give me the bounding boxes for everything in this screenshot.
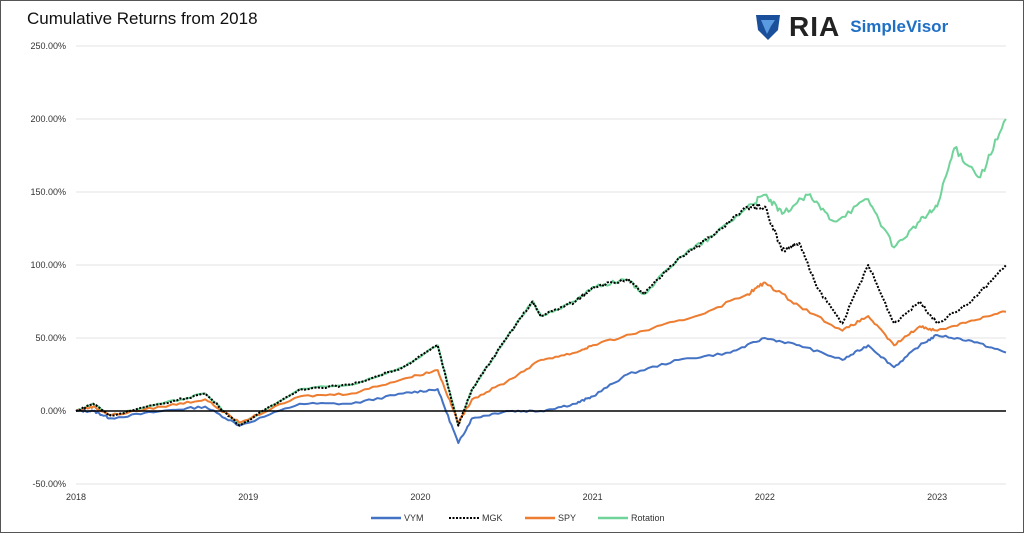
y-tick-label: 250.00% [30, 41, 66, 51]
series-line-mgk [75, 202, 1007, 427]
y-tick-label: 0.00% [40, 406, 66, 416]
y-tick-label: 100.00% [30, 260, 66, 270]
x-tick-label: 2020 [410, 492, 430, 502]
x-tick-label: 2021 [583, 492, 603, 502]
logo-simplevisor: SimpleVisor [850, 17, 949, 36]
legend-label-vym: VYM [404, 513, 424, 523]
y-tick-label: 200.00% [30, 114, 66, 124]
series-line-vym [75, 334, 1007, 445]
x-tick-label: 2018 [66, 492, 86, 502]
y-tick-label: 50.00% [35, 333, 66, 343]
x-tick-label: 2023 [927, 492, 947, 502]
legend-label-spy: SPY [558, 513, 576, 523]
eagle-shield-icon [756, 15, 780, 40]
legend-label-mgk: MGK [482, 513, 503, 523]
series-line-rotation [75, 118, 1007, 427]
ria-simplevisor-logo: RIA SimpleVisor [753, 11, 948, 43]
logo-ria: RIA [789, 11, 841, 42]
chart-title: Cumulative Returns from 2018 [27, 9, 258, 28]
x-tick-label: 2019 [238, 492, 258, 502]
y-tick-label: -50.00% [32, 479, 66, 489]
y-tick-label: 150.00% [30, 187, 66, 197]
legend-label-rotation: Rotation [631, 513, 665, 523]
x-tick-label: 2022 [755, 492, 775, 502]
series-line-spy [75, 281, 1007, 424]
